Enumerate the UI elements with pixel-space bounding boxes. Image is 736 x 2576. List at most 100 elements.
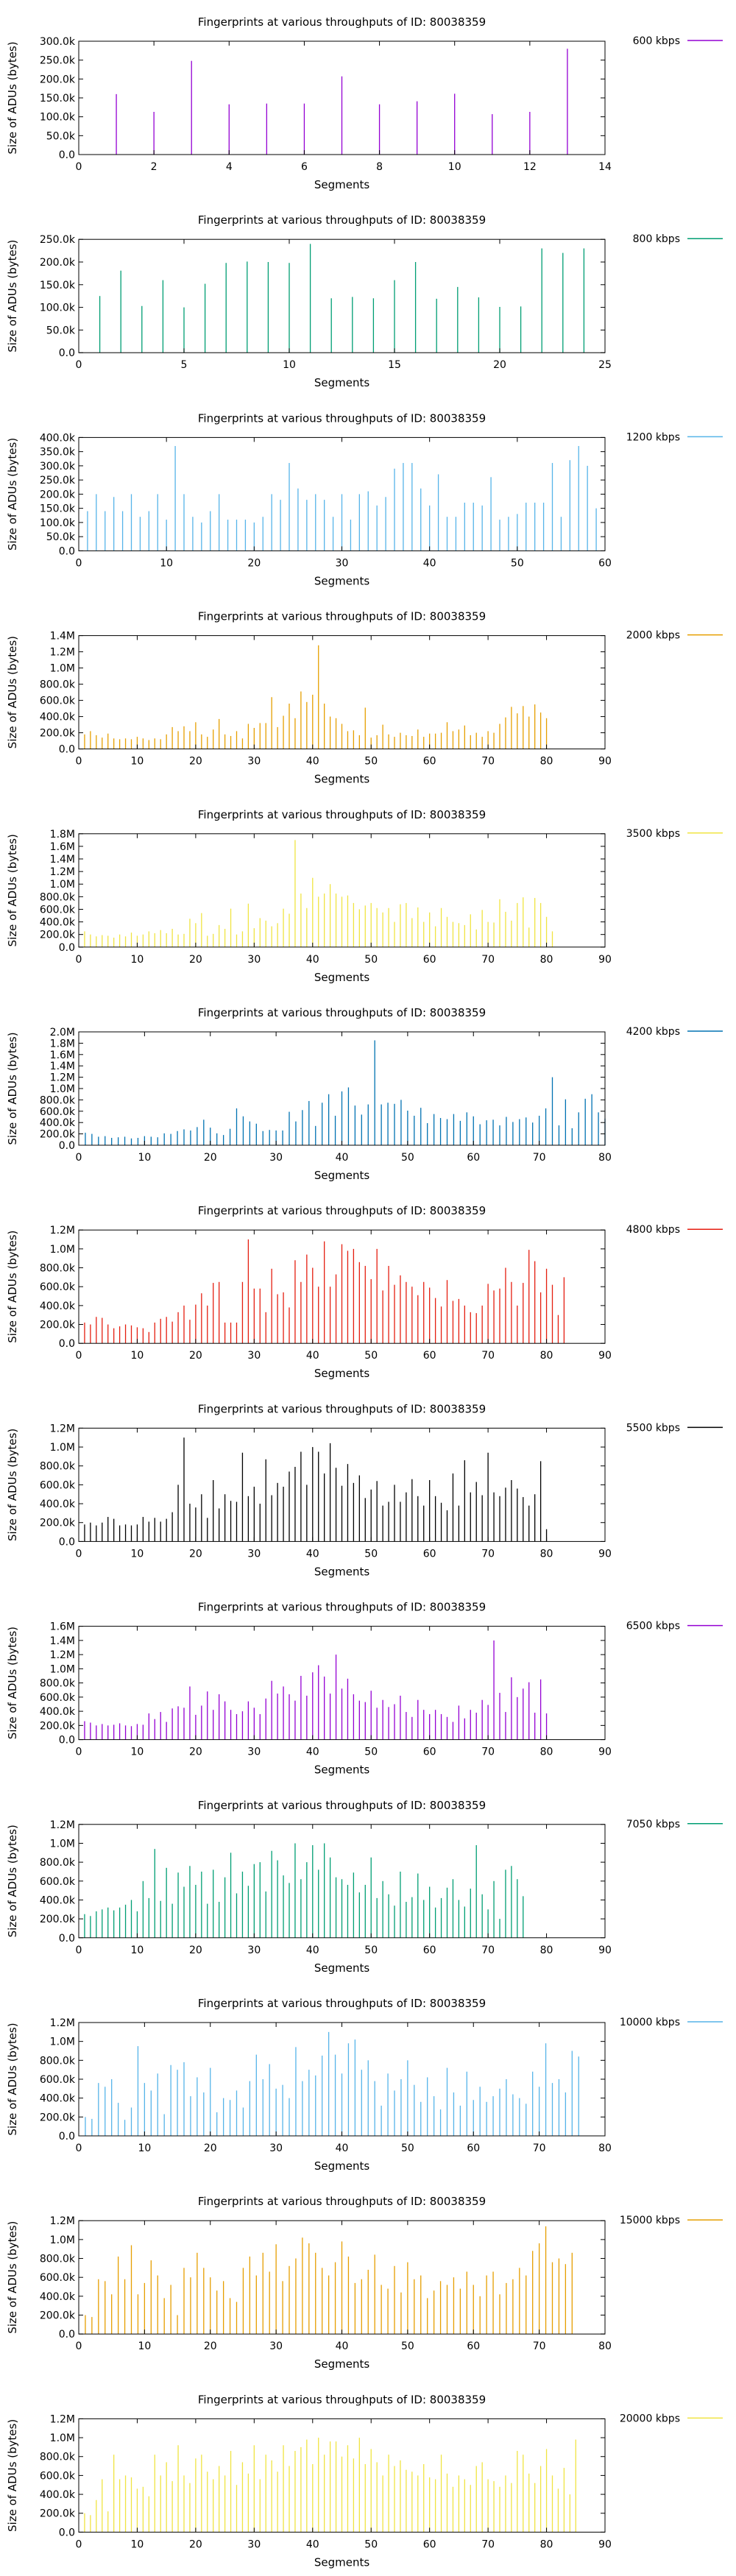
y-tick-label: 800.0k bbox=[40, 679, 76, 691]
y-tick-label: 200.0k bbox=[40, 728, 76, 740]
y-tick-label: 400.0k bbox=[40, 1894, 76, 1906]
y-tick-label: 1.2M bbox=[50, 2215, 75, 2227]
x-tick-label: 0 bbox=[76, 161, 82, 173]
y-tick-label: 600.0k bbox=[40, 696, 76, 707]
x-axis-title: Segments bbox=[314, 376, 370, 389]
x-axis-title: Segments bbox=[314, 2555, 370, 2569]
chart-panel: Fingerprints at various throughputs of I… bbox=[6, 15, 723, 191]
y-tick-label: 1.2M bbox=[50, 2017, 75, 2029]
y-tick-label: 1.0M bbox=[50, 2037, 75, 2048]
legend-label: 2000 kbps bbox=[626, 630, 680, 642]
x-tick-label: 60 bbox=[423, 1945, 436, 1956]
x-tick-label: 60 bbox=[423, 1548, 436, 1560]
y-tick-label: 1.2M bbox=[50, 2413, 75, 2425]
y-tick-label: 200.0k bbox=[40, 930, 76, 941]
x-tick-label: 70 bbox=[481, 2538, 495, 2550]
x-tick-label: 40 bbox=[306, 2538, 319, 2550]
x-tick-label: 70 bbox=[481, 1747, 495, 1758]
chart-panel: Fingerprints at various throughputs of I… bbox=[6, 213, 723, 389]
y-tick-label: 1.0M bbox=[50, 1442, 75, 1454]
y-tick-label: 600.0k bbox=[40, 1692, 76, 1704]
y-tick-label: 1.2M bbox=[50, 1225, 75, 1236]
x-tick-label: 14 bbox=[598, 161, 612, 173]
y-tick-label: 200.0k bbox=[40, 2112, 76, 2123]
chart-title: Fingerprints at various throughputs of I… bbox=[198, 1997, 486, 2010]
y-tick-label: 1.0M bbox=[50, 1663, 75, 1675]
x-tick-label: 40 bbox=[306, 1548, 319, 1560]
y-tick-label: 50.0k bbox=[46, 325, 76, 336]
y-tick-label: 200.0k bbox=[40, 1320, 76, 1331]
x-tick-label: 30 bbox=[247, 1350, 261, 1362]
x-tick-label: 6 bbox=[301, 161, 308, 173]
y-tick-label: 150.0k bbox=[40, 93, 76, 105]
y-tick-label: 200.0k bbox=[40, 1720, 76, 1732]
x-tick-label: 60 bbox=[598, 557, 612, 569]
x-tick-label: 50 bbox=[364, 1945, 378, 1956]
x-tick-label: 50 bbox=[401, 2340, 414, 2352]
legend-label: 600 kbps bbox=[633, 35, 680, 47]
y-tick-label: 1.6M bbox=[50, 841, 75, 853]
y-tick-label: 1.0M bbox=[50, 663, 75, 675]
y-tick-label: 0.0 bbox=[59, 2329, 75, 2340]
y-tick-label: 200.0k bbox=[40, 74, 76, 85]
y-tick-label: 1.2M bbox=[50, 1819, 75, 1831]
x-tick-label: 50 bbox=[511, 557, 524, 569]
chart-panel: Fingerprints at various throughputs of I… bbox=[6, 1799, 723, 1975]
y-tick-label: 0.0 bbox=[59, 1735, 75, 1747]
y-tick-label: 200.0k bbox=[40, 1518, 76, 1529]
y-tick-label: 400.0k bbox=[40, 2489, 76, 2501]
y-axis-title: Size of ADUs (bytes) bbox=[6, 1231, 19, 1343]
x-tick-label: 20 bbox=[189, 1350, 202, 1362]
x-tick-label: 2 bbox=[151, 161, 158, 173]
chart-panel: Fingerprints at various throughputs of I… bbox=[6, 1006, 723, 1182]
y-tick-label: 400.0k bbox=[40, 1301, 76, 1312]
y-axis-title: Size of ADUs (bytes) bbox=[6, 1825, 19, 1937]
x-tick-label: 10 bbox=[131, 954, 144, 966]
x-tick-label: 60 bbox=[467, 1152, 480, 1164]
x-tick-label: 10 bbox=[131, 1350, 144, 1362]
y-tick-label: 400.0k bbox=[40, 712, 76, 723]
x-tick-label: 20 bbox=[204, 2142, 217, 2154]
x-tick-label: 20 bbox=[189, 1548, 202, 1560]
x-tick-label: 80 bbox=[540, 954, 553, 966]
x-tick-label: 50 bbox=[364, 1747, 378, 1758]
legend-label: 10000 kbps bbox=[620, 2017, 680, 2028]
y-tick-label: 0.0 bbox=[59, 1933, 75, 1945]
x-axis-title: Segments bbox=[314, 773, 370, 786]
y-tick-label: 1.4M bbox=[50, 1635, 75, 1647]
x-tick-label: 90 bbox=[598, 1945, 612, 1956]
x-axis-title: Segments bbox=[314, 1565, 370, 1578]
x-tick-label: 30 bbox=[247, 2538, 261, 2550]
x-axis-title: Segments bbox=[314, 971, 370, 984]
chart-title: Fingerprints at various throughputs of I… bbox=[198, 1204, 486, 1217]
x-tick-label: 12 bbox=[523, 161, 537, 173]
x-tick-label: 80 bbox=[540, 1747, 553, 1758]
x-axis-title: Segments bbox=[314, 2357, 370, 2371]
x-tick-label: 40 bbox=[306, 1350, 319, 1362]
y-axis-title: Size of ADUs (bytes) bbox=[6, 240, 19, 353]
x-tick-label: 40 bbox=[306, 1945, 319, 1956]
x-tick-label: 25 bbox=[598, 359, 612, 371]
x-tick-label: 90 bbox=[598, 2538, 612, 2550]
x-tick-label: 0 bbox=[76, 1747, 82, 1758]
y-axis-title: Size of ADUs (bytes) bbox=[6, 1429, 19, 1541]
chart-title: Fingerprints at various throughputs of I… bbox=[198, 411, 486, 425]
y-tick-label: 0.0 bbox=[59, 347, 75, 359]
y-axis-title: Size of ADUs (bytes) bbox=[6, 636, 19, 749]
y-tick-label: 400.0k bbox=[40, 2291, 76, 2303]
x-tick-label: 40 bbox=[306, 1747, 319, 1758]
y-tick-label: 150.0k bbox=[40, 280, 76, 291]
x-tick-label: 30 bbox=[247, 1548, 261, 1560]
x-tick-label: 0 bbox=[76, 2538, 82, 2550]
x-tick-label: 40 bbox=[336, 2340, 349, 2352]
y-tick-label: 0.0 bbox=[59, 2527, 75, 2538]
plot-frame bbox=[78, 833, 606, 948]
x-tick-label: 0 bbox=[76, 1152, 82, 1164]
x-tick-label: 70 bbox=[533, 1152, 546, 1164]
y-tick-label: 1.4M bbox=[50, 1061, 75, 1072]
x-tick-label: 10 bbox=[131, 1548, 144, 1560]
x-tick-label: 0 bbox=[76, 1945, 82, 1956]
y-tick-label: 1.8M bbox=[50, 1038, 75, 1050]
y-tick-label: 0.0 bbox=[59, 942, 75, 954]
x-tick-label: 40 bbox=[336, 1152, 349, 1164]
